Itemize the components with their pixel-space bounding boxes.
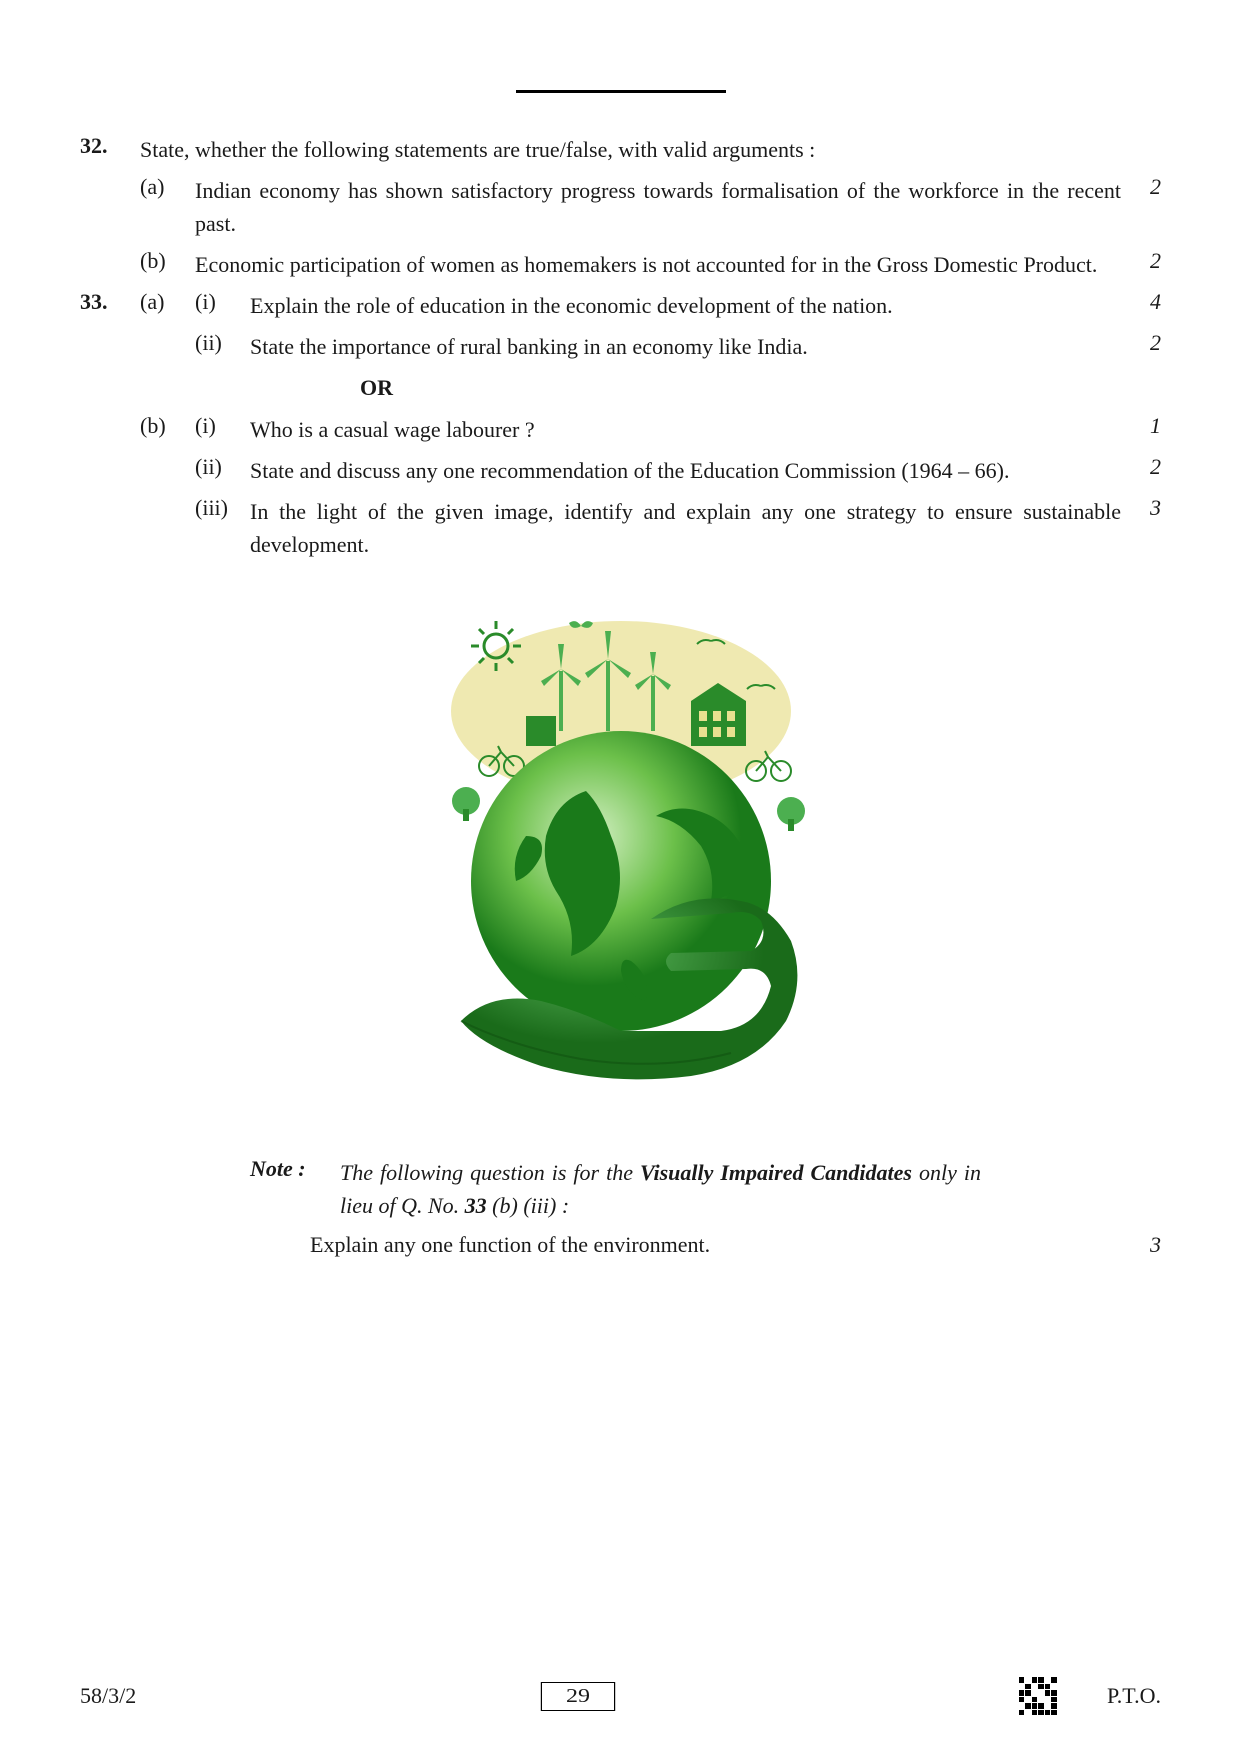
alt-question-text: Explain any one function of the environm… bbox=[310, 1232, 1121, 1258]
q33-a-i-marks: 4 bbox=[1121, 289, 1161, 322]
q33-b-ii-label: (ii) bbox=[195, 454, 250, 487]
page-number: 29 bbox=[540, 1682, 614, 1711]
note-block: Note : The following question is for the… bbox=[250, 1156, 1161, 1222]
q32-intro-text: State, whether the following statements … bbox=[140, 133, 1161, 166]
qr-icon bbox=[1019, 1677, 1057, 1715]
q32-b-row: (b) Economic participation of women as h… bbox=[80, 248, 1161, 281]
q33-b-i-text: Who is a casual wage labourer ? bbox=[250, 413, 1121, 446]
q33-b-iii-text: In the light of the given image, identif… bbox=[250, 495, 1121, 561]
q32-b-label: (b) bbox=[140, 248, 195, 281]
q33-b-iii-row: (iii) In the light of the given image, i… bbox=[80, 495, 1161, 561]
section-divider bbox=[516, 90, 726, 93]
q32-b-text: Economic participation of women as homem… bbox=[195, 248, 1121, 281]
q33-b-iii-marks: 3 bbox=[1121, 495, 1161, 561]
q33-a-ii-row: (ii) State the importance of rural banki… bbox=[80, 330, 1161, 363]
q33-a-ii-marks: 2 bbox=[1121, 330, 1161, 363]
alt-question-marks: 3 bbox=[1121, 1232, 1161, 1258]
q32-intro-row: 32. State, whether the following stateme… bbox=[80, 133, 1161, 166]
q33-a-i-row: 33. (a) (i) Explain the role of educatio… bbox=[80, 289, 1161, 322]
note-label: Note : bbox=[250, 1156, 340, 1222]
note-text: The following question is for the Visual… bbox=[340, 1156, 1161, 1222]
q33-b-ii-marks: 2 bbox=[1121, 454, 1161, 487]
q32-a-text: Indian economy has shown satisfactory pr… bbox=[195, 174, 1121, 240]
q33-a-ii-label: (ii) bbox=[195, 330, 250, 363]
q33-a-ii-text: State the importance of rural banking in… bbox=[250, 330, 1121, 363]
q33-b-ii-row: (ii) State and discuss any one recommend… bbox=[80, 454, 1161, 487]
q33-b-i-label: (i) bbox=[195, 413, 250, 446]
q33-b-i-row: (b) (i) Who is a casual wage labourer ? … bbox=[80, 413, 1161, 446]
q32-a-label: (a) bbox=[140, 174, 195, 240]
footer: 58/3/2 29 P.T.O. bbox=[80, 1677, 1161, 1715]
q33-b-ii-text: State and discuss any one recommendation… bbox=[250, 454, 1121, 487]
green-globe-icon bbox=[411, 591, 831, 1111]
q33-b-iii-label: (iii) bbox=[195, 495, 250, 561]
q32-number: 32. bbox=[80, 133, 140, 166]
q32-a-marks: 2 bbox=[1121, 174, 1161, 240]
sustainable-image-wrap bbox=[80, 591, 1161, 1116]
pto-label: P.T.O. bbox=[1107, 1683, 1161, 1709]
alt-question-row: Explain any one function of the environm… bbox=[310, 1232, 1161, 1258]
q33-a-i-text: Explain the role of education in the eco… bbox=[250, 289, 1121, 322]
q33-number: 33. bbox=[80, 289, 140, 322]
q33-b-label: (b) bbox=[140, 413, 195, 446]
q33-a-label: (a) bbox=[140, 289, 195, 322]
q32-b-marks: 2 bbox=[1121, 248, 1161, 281]
q33-a-i-label: (i) bbox=[195, 289, 250, 322]
q32-a-row: (a) Indian economy has shown satisfactor… bbox=[80, 174, 1161, 240]
q33-b-i-marks: 1 bbox=[1121, 413, 1161, 446]
or-label: OR bbox=[360, 375, 1161, 401]
footer-code: 58/3/2 bbox=[80, 1683, 136, 1709]
